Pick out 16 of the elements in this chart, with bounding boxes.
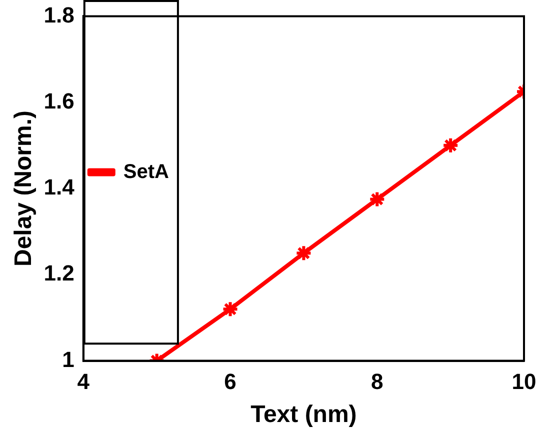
x-tick-label: 10 bbox=[512, 369, 536, 394]
y-tick-label: 1.6 bbox=[44, 88, 74, 114]
point bbox=[368, 190, 386, 208]
y-tick-label: 1.4 bbox=[44, 174, 76, 200]
x-tick-label: 6 bbox=[224, 369, 236, 394]
point bbox=[442, 136, 460, 154]
x-tick-label: 8 bbox=[371, 369, 384, 394]
y-axis-title: Delay (Norm.) bbox=[10, 110, 38, 267]
point bbox=[222, 300, 239, 318]
legend-label: SetA bbox=[123, 160, 169, 183]
y-tick-label: 1.8 bbox=[44, 2, 74, 28]
y-tick-label: 1 bbox=[62, 346, 74, 372]
y-tick-label: 1.2 bbox=[44, 260, 74, 286]
point bbox=[295, 244, 312, 262]
x-axis-title: Text (nm) bbox=[250, 401, 357, 428]
x-tick-label: 4 bbox=[77, 369, 90, 394]
